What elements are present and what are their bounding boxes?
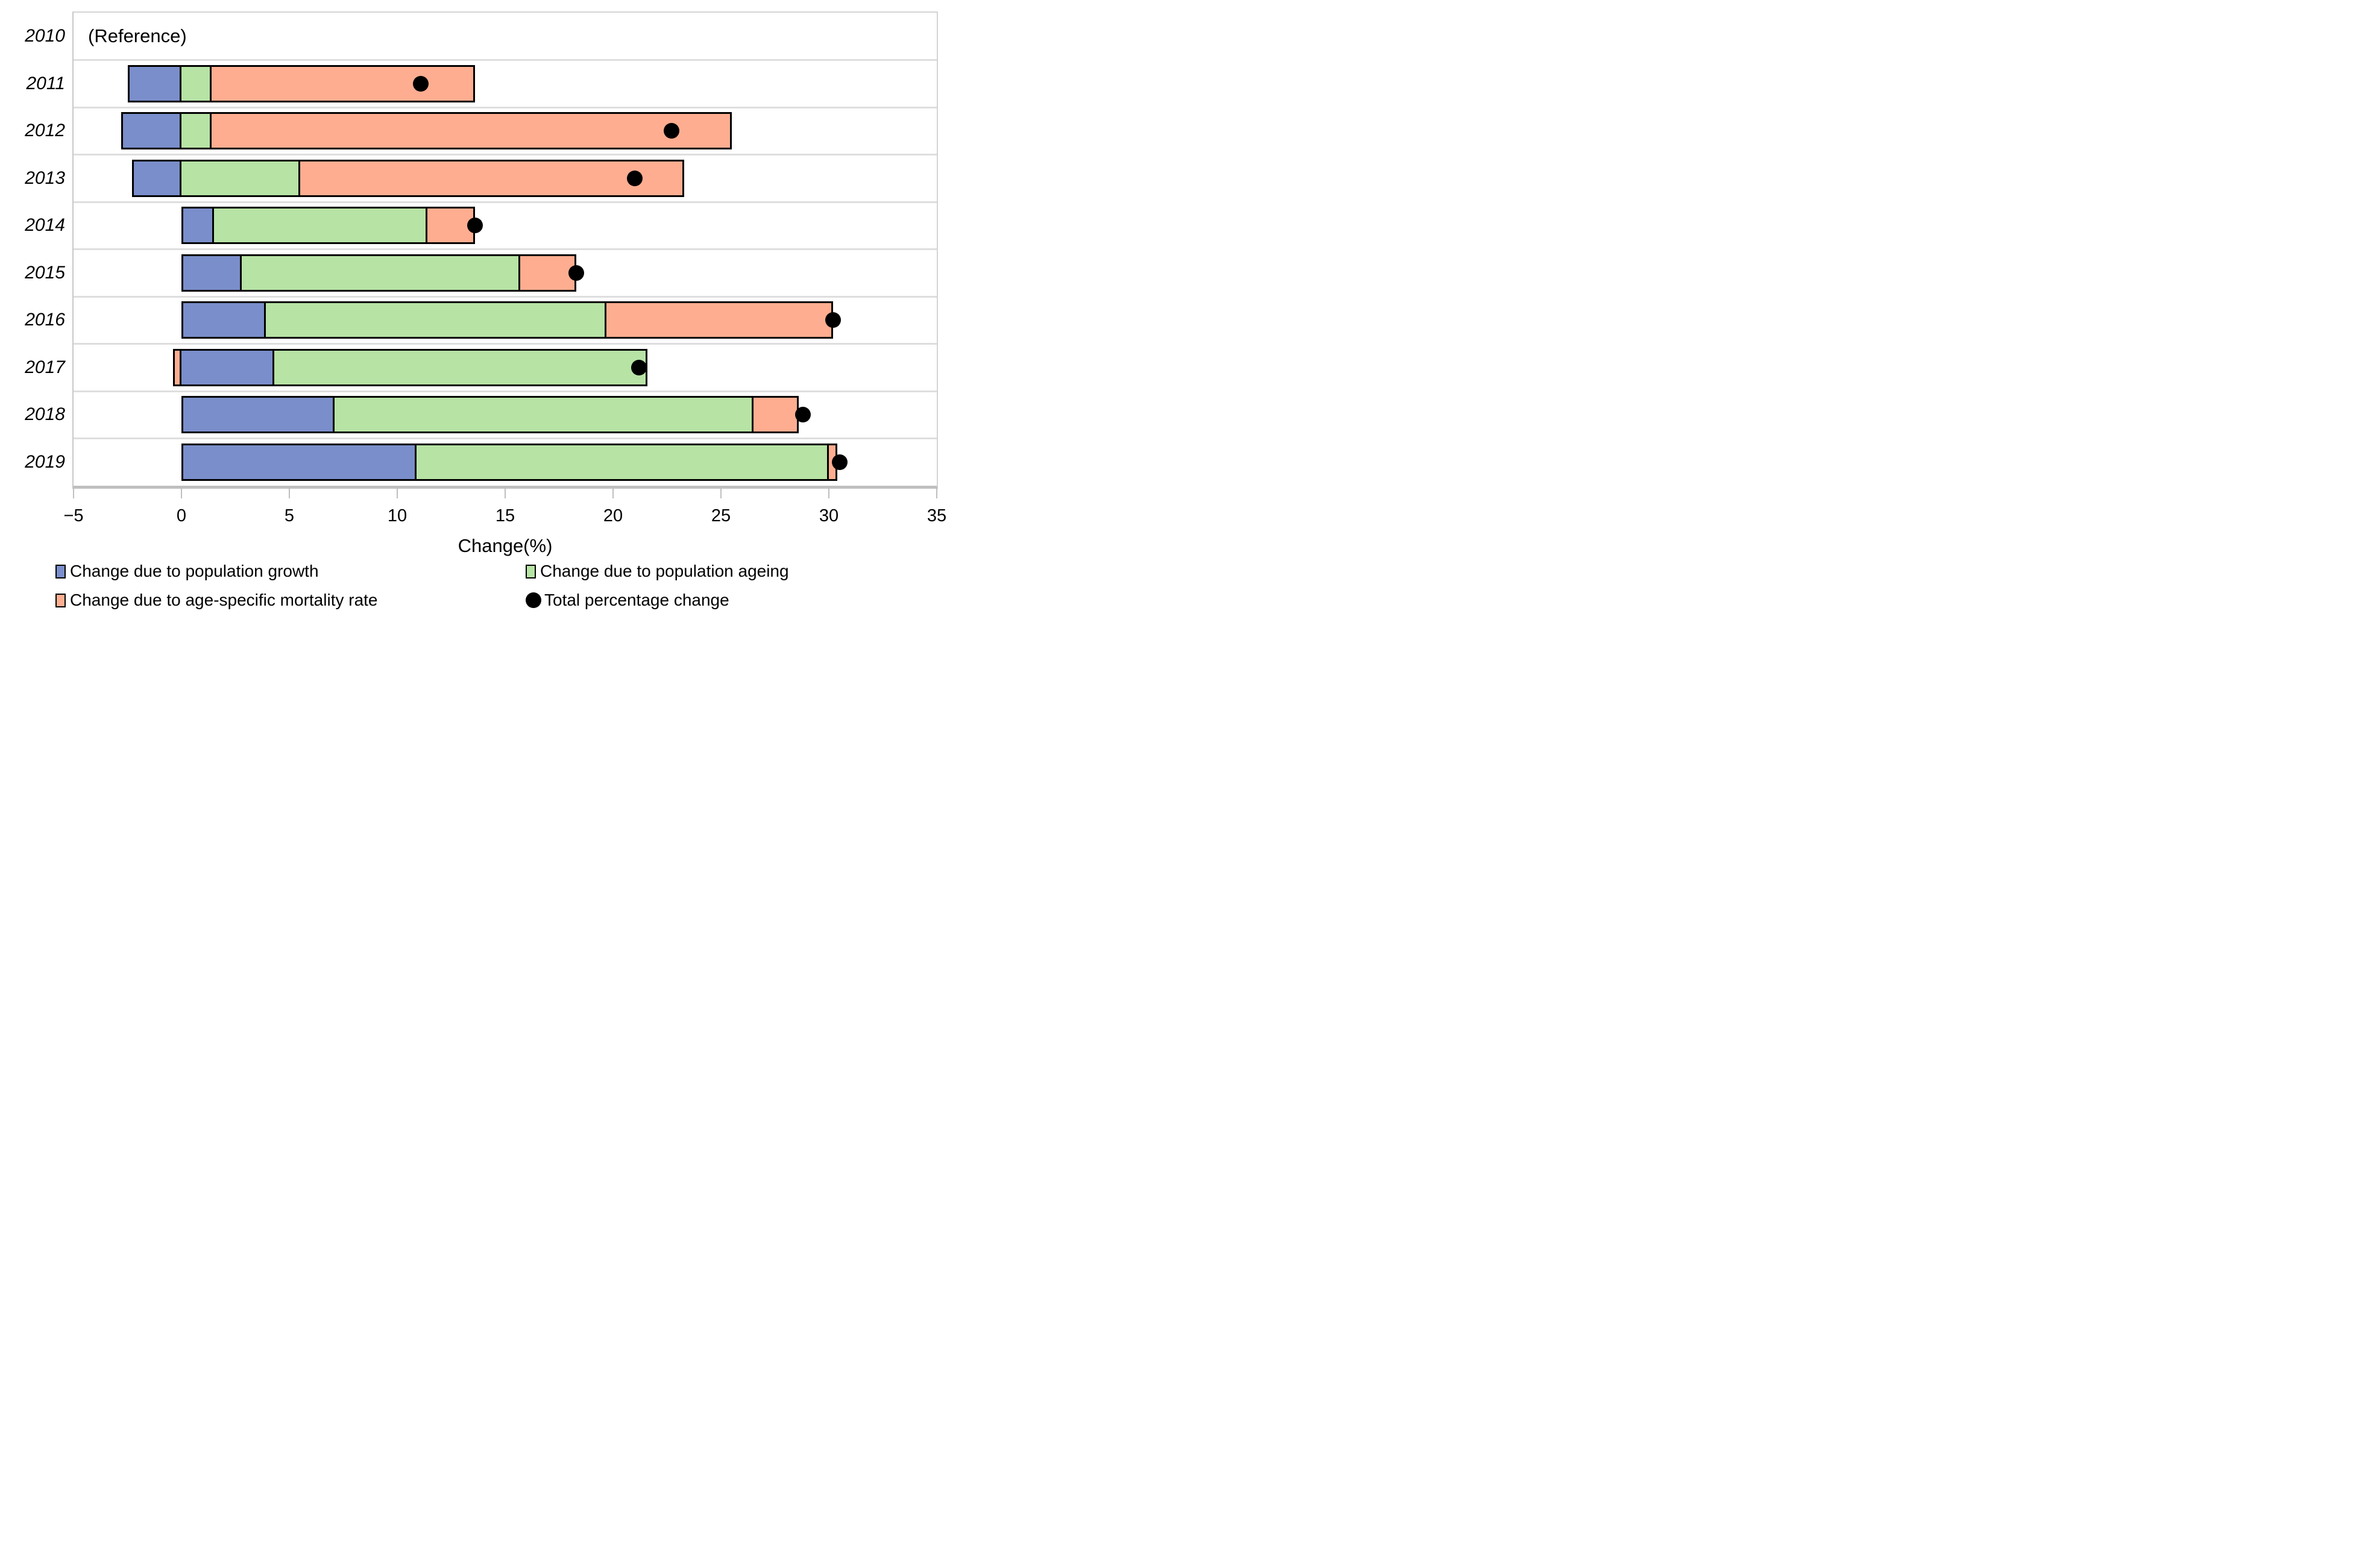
bar-segment-2018-change-due-to-population-growth bbox=[181, 396, 335, 434]
y-axis-label-2013: 2013 bbox=[25, 168, 65, 188]
bar-segment-2015-change-due-to-population-growth bbox=[181, 254, 242, 292]
total-change-dot-2017 bbox=[631, 359, 647, 375]
x-tick-label-0: 0 bbox=[176, 506, 187, 525]
legend-dot-swatch bbox=[526, 592, 541, 608]
bar-segment-2017-change-due-to-population-growth bbox=[180, 348, 274, 386]
total-change-dot-2012 bbox=[663, 123, 679, 139]
bar-segment-2014-change-due-to-population-ageing bbox=[212, 207, 428, 245]
y-axis-label-2011: 2011 bbox=[26, 73, 65, 93]
x-tick-label-15: 15 bbox=[495, 506, 515, 525]
total-change-dot-2016 bbox=[825, 312, 842, 328]
total-change-dot-2013 bbox=[626, 170, 643, 186]
legend-color-swatch bbox=[55, 564, 66, 579]
x-tick-label-10: 10 bbox=[387, 506, 407, 525]
y-axis-label-2019: 2019 bbox=[25, 451, 65, 472]
bar-segment-2011-change-due-to-population-ageing bbox=[180, 64, 212, 102]
bar-segment-2017-change-due-to-population-ageing bbox=[272, 348, 648, 386]
bar-segment-2011-change-due-to-population-growth bbox=[127, 64, 181, 102]
legend-item-change-due-to-population-growth: Change due to population growth bbox=[55, 562, 526, 581]
row-separator-line bbox=[74, 59, 937, 61]
total-change-dot-2014 bbox=[467, 218, 483, 234]
y-axis-label-2014: 2014 bbox=[25, 215, 65, 236]
plot-area: (Reference) bbox=[72, 11, 938, 489]
bar-segment-2012-change-due-to-population-ageing bbox=[180, 112, 212, 150]
bar-segment-2011-change-due-to-age-specific-mortality-rate bbox=[210, 64, 475, 102]
legend-item-change-due-to-age-specific-mortality-rate: Change due to age-specific mortality rat… bbox=[55, 591, 526, 610]
y-axis-label-2010: 2010 bbox=[25, 26, 65, 46]
bar-segment-2013-change-due-to-age-specific-mortality-rate bbox=[298, 159, 685, 197]
row-separator-line bbox=[74, 201, 937, 203]
legend-label: Change due to population ageing bbox=[540, 562, 789, 580]
x-tick-label-25: 25 bbox=[711, 506, 731, 525]
bar-segment-2019-change-due-to-population-ageing bbox=[415, 443, 829, 481]
legend-item-change-due-to-population-ageing: Change due to population ageing bbox=[526, 562, 923, 581]
legend: Change due to population growth Change du… bbox=[55, 562, 923, 610]
y-axis-label-2017: 2017 bbox=[25, 357, 65, 377]
legend-label: Change due to population growth bbox=[70, 562, 319, 580]
legend-color-swatch bbox=[55, 593, 66, 607]
total-change-dot-2011 bbox=[413, 75, 429, 92]
x-tick-mark-20 bbox=[612, 489, 614, 498]
x-tick-mark-30 bbox=[828, 489, 829, 498]
x-tick-mark-10 bbox=[397, 489, 398, 498]
legend-label: Total percentage change bbox=[544, 591, 729, 609]
row-separator-line bbox=[74, 390, 937, 392]
bar-segment-2015-change-due-to-population-ageing bbox=[240, 254, 521, 292]
total-change-dot-2019 bbox=[831, 454, 848, 470]
bar-segment-2019-change-due-to-population-growth bbox=[181, 443, 417, 481]
bar-segment-2012-change-due-to-population-growth bbox=[121, 112, 181, 150]
x-axis-title: Change(%) bbox=[458, 535, 553, 556]
x-tick-label-35: 35 bbox=[927, 506, 946, 525]
bar-segment-2012-change-due-to-age-specific-mortality-rate bbox=[210, 112, 732, 150]
mortality-decomposition-chart: 2010 2011 2012 2013 2014 2015 2016 2017 2018 2019… bbox=[0, 0, 946, 627]
row-separator-line bbox=[74, 343, 937, 345]
x-tick-label-30: 30 bbox=[819, 506, 839, 525]
total-change-dot-2015 bbox=[568, 265, 585, 281]
row-separator-line bbox=[74, 437, 937, 439]
x-tick-label-20: 20 bbox=[603, 506, 623, 525]
y-axis-label-2012: 2012 bbox=[25, 121, 65, 141]
x-tick-mark-35 bbox=[936, 489, 937, 498]
row-separator-line bbox=[74, 248, 937, 250]
x-tick-mark-25 bbox=[720, 489, 722, 498]
bar-segment-2013-change-due-to-population-ageing bbox=[180, 159, 300, 197]
bar-segment-2016-change-due-to-population-ageing bbox=[263, 301, 607, 339]
bar-segment-2015-change-due-to-age-specific-mortality-rate bbox=[518, 254, 577, 292]
bar-segment-2013-change-due-to-population-growth bbox=[131, 159, 181, 197]
row-separator-line bbox=[74, 154, 937, 155]
total-change-dot-2018 bbox=[795, 407, 811, 423]
y-axis-label-2018: 2018 bbox=[25, 404, 65, 425]
bar-segment-2016-change-due-to-population-growth bbox=[181, 301, 266, 339]
legend-label: Change due to age-specific mortality rat… bbox=[70, 591, 378, 609]
x-tick-label--5: −5 bbox=[63, 506, 84, 525]
x-tick-mark-0 bbox=[181, 489, 182, 498]
legend-item-total-percentage-change: Total percentage change bbox=[526, 591, 923, 610]
row-separator-line bbox=[74, 295, 937, 298]
bar-segment-2014-change-due-to-population-growth bbox=[181, 207, 214, 245]
y-axis-label-2016: 2016 bbox=[25, 310, 65, 330]
row-separator-line bbox=[74, 106, 937, 108]
legend-color-swatch bbox=[526, 564, 536, 579]
bar-segment-2018-change-due-to-population-ageing bbox=[333, 396, 754, 434]
x-tick-label-5: 5 bbox=[284, 506, 295, 525]
x-tick-mark--5 bbox=[73, 489, 74, 498]
bar-segment-2016-change-due-to-age-specific-mortality-rate bbox=[605, 301, 834, 339]
bar-segment-2018-change-due-to-age-specific-mortality-rate bbox=[751, 396, 799, 434]
x-tick-mark-15 bbox=[505, 489, 506, 498]
x-tick-mark-5 bbox=[289, 489, 290, 498]
y-axis-label-2015: 2015 bbox=[25, 262, 65, 283]
reference-annotation: (Reference) bbox=[88, 25, 187, 47]
